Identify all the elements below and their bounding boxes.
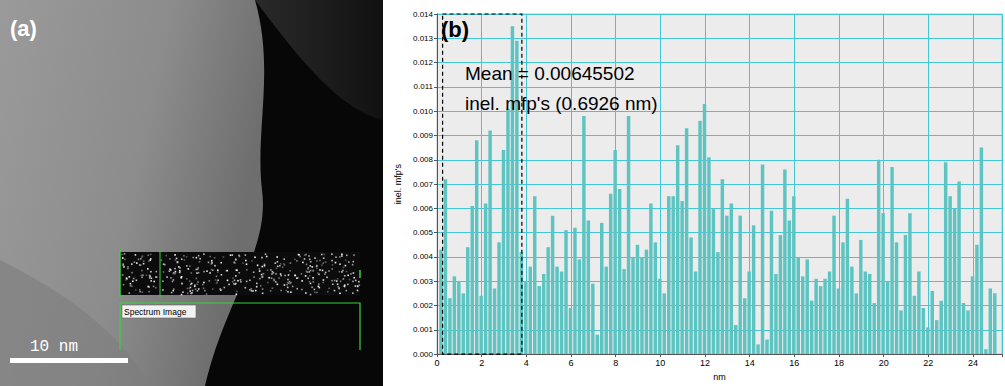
svg-text:0.003: 0.003 xyxy=(413,277,434,286)
svg-text:6: 6 xyxy=(568,358,573,368)
svg-text:0.000: 0.000 xyxy=(413,350,434,359)
svg-text:16: 16 xyxy=(789,358,799,368)
svg-text:0: 0 xyxy=(434,358,439,368)
svg-text:0.013: 0.013 xyxy=(413,34,434,43)
svg-text:nm: nm xyxy=(713,372,726,382)
svg-text:0.002: 0.002 xyxy=(413,301,434,310)
svg-text:24: 24 xyxy=(968,358,978,368)
svg-text:(b): (b) xyxy=(441,17,469,42)
svg-text:0.014: 0.014 xyxy=(413,10,434,19)
svg-text:10 nm: 10 nm xyxy=(30,338,78,356)
svg-text:0.005: 0.005 xyxy=(413,228,434,237)
svg-text:0.012: 0.012 xyxy=(413,58,434,67)
svg-text:20: 20 xyxy=(879,358,889,368)
svg-text:18: 18 xyxy=(834,358,844,368)
svg-text:inel. mfp's (0.6926 nm): inel. mfp's (0.6926 nm) xyxy=(465,93,658,114)
svg-text:8: 8 xyxy=(613,358,618,368)
svg-text:Mean = 0.00645502: Mean = 0.00645502 xyxy=(465,63,635,84)
svg-text:Spectrum Image: Spectrum Image xyxy=(124,307,187,317)
svg-text:4: 4 xyxy=(524,358,529,368)
svg-text:0.009: 0.009 xyxy=(413,131,434,140)
svg-text:0.001: 0.001 xyxy=(413,325,434,334)
svg-text:(a): (a) xyxy=(10,16,37,41)
svg-text:2: 2 xyxy=(479,358,484,368)
svg-text:0.011: 0.011 xyxy=(414,82,434,91)
svg-text:0.008: 0.008 xyxy=(413,155,434,164)
svg-text:12: 12 xyxy=(700,358,710,368)
svg-text:0.006: 0.006 xyxy=(413,204,434,213)
svg-text:14: 14 xyxy=(745,358,755,368)
svg-text:0.010: 0.010 xyxy=(413,107,434,116)
svg-text:22: 22 xyxy=(923,358,933,368)
svg-text:inel. mfp's: inel. mfp's xyxy=(393,163,403,204)
svg-text:0.004: 0.004 xyxy=(413,252,434,261)
svg-text:0.007: 0.007 xyxy=(413,180,434,189)
svg-text:10: 10 xyxy=(655,358,665,368)
